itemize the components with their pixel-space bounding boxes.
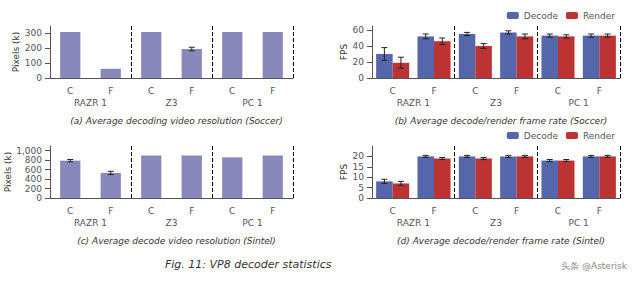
svg-text:Decode: Decode xyxy=(524,131,559,141)
svg-text:C: C xyxy=(555,86,561,96)
svg-text:F: F xyxy=(514,86,519,96)
svg-text:1,000: 1,000 xyxy=(16,146,42,156)
svg-text:300: 300 xyxy=(25,28,42,38)
svg-text:F: F xyxy=(189,206,194,216)
svg-text:C: C xyxy=(472,86,478,96)
svg-text:5: 5 xyxy=(358,183,364,193)
svg-text:20: 20 xyxy=(353,57,365,67)
svg-text:Z3: Z3 xyxy=(490,218,502,228)
svg-text:C: C xyxy=(67,86,73,96)
svg-text:F: F xyxy=(431,206,436,216)
svg-text:(a) Average decoding video res: (a) Average decoding video resolution (S… xyxy=(70,116,283,126)
svg-text:F: F xyxy=(189,86,194,96)
svg-text:0: 0 xyxy=(36,193,42,203)
svg-text:800: 800 xyxy=(25,155,42,165)
svg-text:PC 1: PC 1 xyxy=(242,218,262,228)
svg-text:Fig. 11: VP8 decoder statistic: Fig. 11: VP8 decoder statistics xyxy=(165,258,332,271)
svg-text:F: F xyxy=(597,86,602,96)
svg-text:C: C xyxy=(229,86,235,96)
svg-text:Z3: Z3 xyxy=(490,98,502,108)
svg-text:F: F xyxy=(514,206,519,216)
svg-text:600: 600 xyxy=(25,165,42,175)
svg-text:FPS: FPS xyxy=(339,44,349,61)
svg-text:(c) Average decode video resol: (c) Average decode video resolution (Sin… xyxy=(77,236,276,246)
svg-text:C: C xyxy=(229,206,235,216)
svg-text:RAZR 1: RAZR 1 xyxy=(397,218,430,228)
svg-text:60: 60 xyxy=(353,25,365,35)
svg-text:15: 15 xyxy=(353,162,364,172)
svg-text:Pixels (k): Pixels (k) xyxy=(3,152,13,193)
svg-text:RAZR 1: RAZR 1 xyxy=(74,218,107,228)
svg-text:C: C xyxy=(148,86,154,96)
svg-text:0: 0 xyxy=(358,193,364,203)
svg-text:(d) Average decode/render fram: (d) Average decode/render frame rate (Si… xyxy=(397,236,605,246)
svg-text:头条 @Asterisk: 头条 @Asterisk xyxy=(561,261,628,271)
svg-text:C: C xyxy=(67,206,73,216)
svg-text:C: C xyxy=(390,206,396,216)
svg-text:F: F xyxy=(431,86,436,96)
svg-text:0: 0 xyxy=(36,73,42,83)
svg-text:Pixels (k): Pixels (k) xyxy=(11,32,21,73)
svg-text:C: C xyxy=(555,206,561,216)
svg-text:Render: Render xyxy=(583,131,615,141)
svg-text:40: 40 xyxy=(353,41,365,51)
svg-text:200: 200 xyxy=(25,43,42,53)
svg-text:F: F xyxy=(270,206,275,216)
svg-text:Z3: Z3 xyxy=(166,218,178,228)
svg-text:Decode: Decode xyxy=(524,11,559,21)
svg-text:F: F xyxy=(108,206,113,216)
svg-text:FPS: FPS xyxy=(339,164,349,181)
svg-text:Render: Render xyxy=(583,11,615,21)
svg-text:F: F xyxy=(108,86,113,96)
svg-text:PC 1: PC 1 xyxy=(242,98,262,108)
svg-text:RAZR 1: RAZR 1 xyxy=(397,98,430,108)
svg-text:400: 400 xyxy=(25,174,42,184)
svg-text:10: 10 xyxy=(353,172,365,182)
svg-text:RAZR 1: RAZR 1 xyxy=(74,98,107,108)
svg-text:200: 200 xyxy=(25,184,42,194)
svg-text:20: 20 xyxy=(353,151,365,161)
svg-text:PC 1: PC 1 xyxy=(569,218,589,228)
svg-text:C: C xyxy=(390,86,396,96)
svg-text:PC 1: PC 1 xyxy=(569,98,589,108)
svg-text:C: C xyxy=(472,206,478,216)
svg-text:0: 0 xyxy=(358,73,364,83)
svg-text:F: F xyxy=(270,86,275,96)
svg-text:Z3: Z3 xyxy=(166,98,178,108)
svg-text:(b) Average decode/render fram: (b) Average decode/render frame rate (So… xyxy=(395,116,608,126)
svg-text:100: 100 xyxy=(25,58,42,68)
svg-text:F: F xyxy=(597,206,602,216)
svg-text:C: C xyxy=(148,206,154,216)
